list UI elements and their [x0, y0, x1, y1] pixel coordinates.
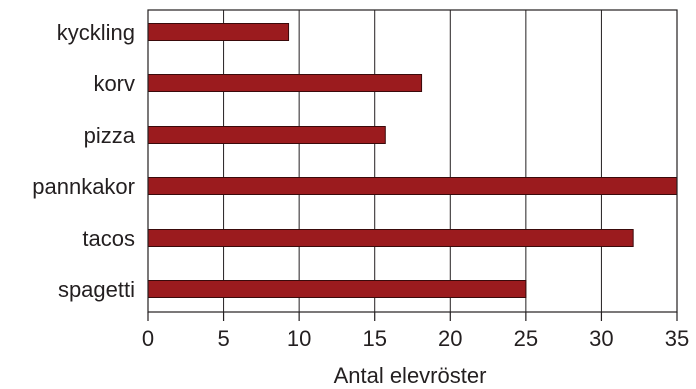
- category-label-kyckling: kyckling: [57, 20, 135, 45]
- bar-pizza: [147, 126, 386, 144]
- bar-kyckling: [147, 23, 290, 41]
- x-tick-label: 25: [514, 326, 538, 351]
- bar-korv: [147, 74, 423, 92]
- x-tick-label: 15: [362, 326, 386, 351]
- x-tick-label: 10: [287, 326, 311, 351]
- grid-lines: [223, 10, 602, 312]
- category-labels: kyckling korv pizza pannkakor tacos spagetti: [32, 20, 136, 302]
- bar-spagetti: [147, 280, 527, 298]
- bar-tacos: [147, 229, 634, 247]
- x-tick-label: 20: [438, 326, 462, 351]
- x-tick-label: 35: [665, 326, 689, 351]
- x-tick-label: 30: [589, 326, 613, 351]
- plot-frame: [147, 9, 678, 313]
- category-label-pannkakor: pannkakor: [32, 174, 135, 199]
- category-label-spagetti: spagetti: [58, 277, 135, 302]
- x-ticks: 0 5 10 15 20 25 30 35: [142, 312, 689, 351]
- x-tick-label: 5: [217, 326, 229, 351]
- category-label-tacos: tacos: [82, 226, 135, 251]
- x-axis-label: Antal elevröster: [334, 363, 487, 388]
- bar-pannkakor: [147, 177, 678, 195]
- x-tick-label: 0: [142, 326, 154, 351]
- bars: [147, 23, 678, 298]
- category-label-korv: korv: [93, 71, 135, 96]
- category-label-pizza: pizza: [84, 123, 136, 148]
